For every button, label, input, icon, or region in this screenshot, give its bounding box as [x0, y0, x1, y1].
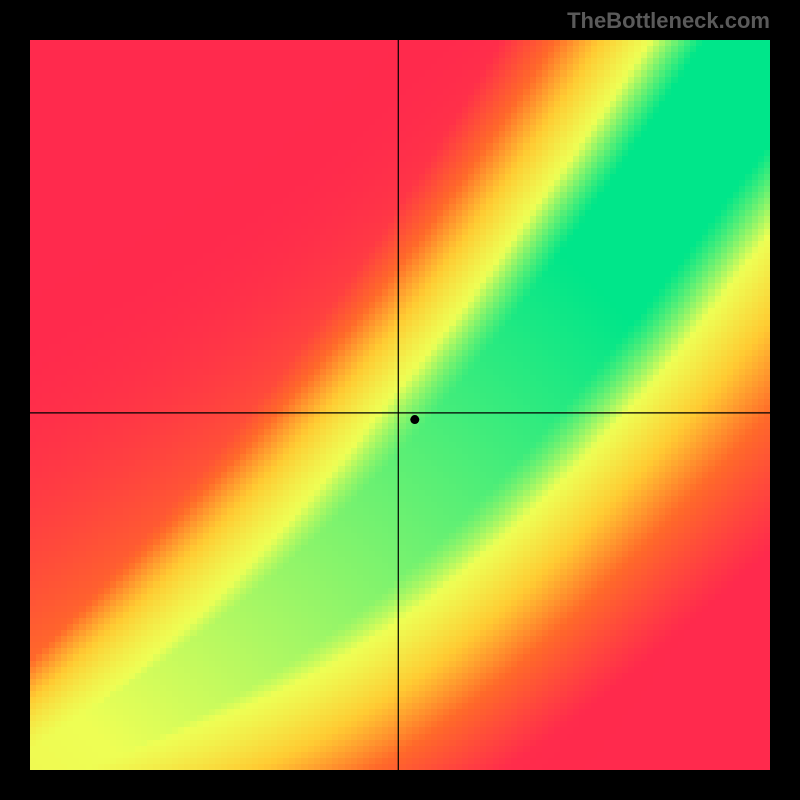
chart-container: TheBottleneck.com: [0, 0, 800, 800]
watermark-text: TheBottleneck.com: [567, 8, 770, 34]
bottleneck-heatmap: [30, 40, 770, 770]
